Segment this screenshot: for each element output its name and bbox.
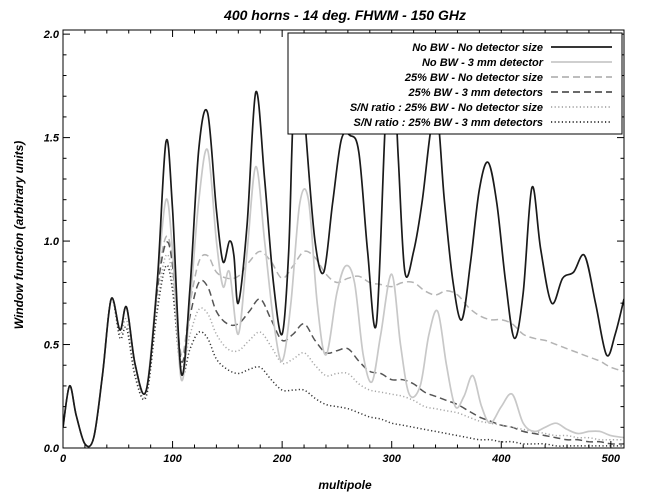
y-tick-label: 1.5 bbox=[44, 133, 60, 145]
y-tick-label: 0.5 bbox=[44, 340, 60, 352]
x-tick-label: 100 bbox=[163, 453, 182, 465]
x-tick-label: 0 bbox=[60, 453, 67, 465]
y-tick-label: 2.0 bbox=[43, 29, 60, 41]
legend-label-5: S/N ratio : 25% BW - No detector size bbox=[350, 102, 543, 114]
plot-frame bbox=[62, 29, 625, 449]
series-line-6 bbox=[63, 264, 624, 448]
x-axis-label: multipole bbox=[318, 478, 372, 492]
legend-label-6: S/N ratio : 25% BW - 3 mm detectors bbox=[354, 117, 544, 129]
chart-title: 400 horns - 14 deg. FHWM - 150 GHz bbox=[223, 7, 466, 23]
x-tick-label: 300 bbox=[383, 453, 402, 465]
series-line-2 bbox=[63, 148, 624, 448]
legend: No BW - No detector size No BW - 3 mm det… bbox=[287, 32, 623, 135]
series-line-1 bbox=[63, 33, 624, 448]
series-line-5 bbox=[63, 253, 624, 448]
y-tick-label: 1.0 bbox=[44, 236, 60, 248]
series-layer bbox=[63, 33, 624, 448]
series-line-3 bbox=[63, 235, 624, 448]
legend-label-4: 25% BW - 3 mm detectors bbox=[408, 87, 543, 99]
x-tick-label: 500 bbox=[602, 453, 621, 465]
x-tick-label: 400 bbox=[491, 453, 511, 465]
legend-frame bbox=[287, 32, 623, 135]
y-axis-label: Window function (arbitrary units) bbox=[12, 141, 26, 330]
y-tick-label: 0.0 bbox=[44, 443, 60, 455]
series-line-4 bbox=[63, 241, 624, 448]
x-tick-label: 200 bbox=[272, 453, 292, 465]
y-ticks: 0.0 0.5 1.0 1.5 2.0 bbox=[43, 29, 624, 455]
legend-label-3: 25% BW - No detector size bbox=[404, 72, 543, 84]
legend-label-1: No BW - No detector size bbox=[412, 42, 543, 54]
legend-label-2: No BW - 3 mm detector bbox=[422, 57, 544, 69]
